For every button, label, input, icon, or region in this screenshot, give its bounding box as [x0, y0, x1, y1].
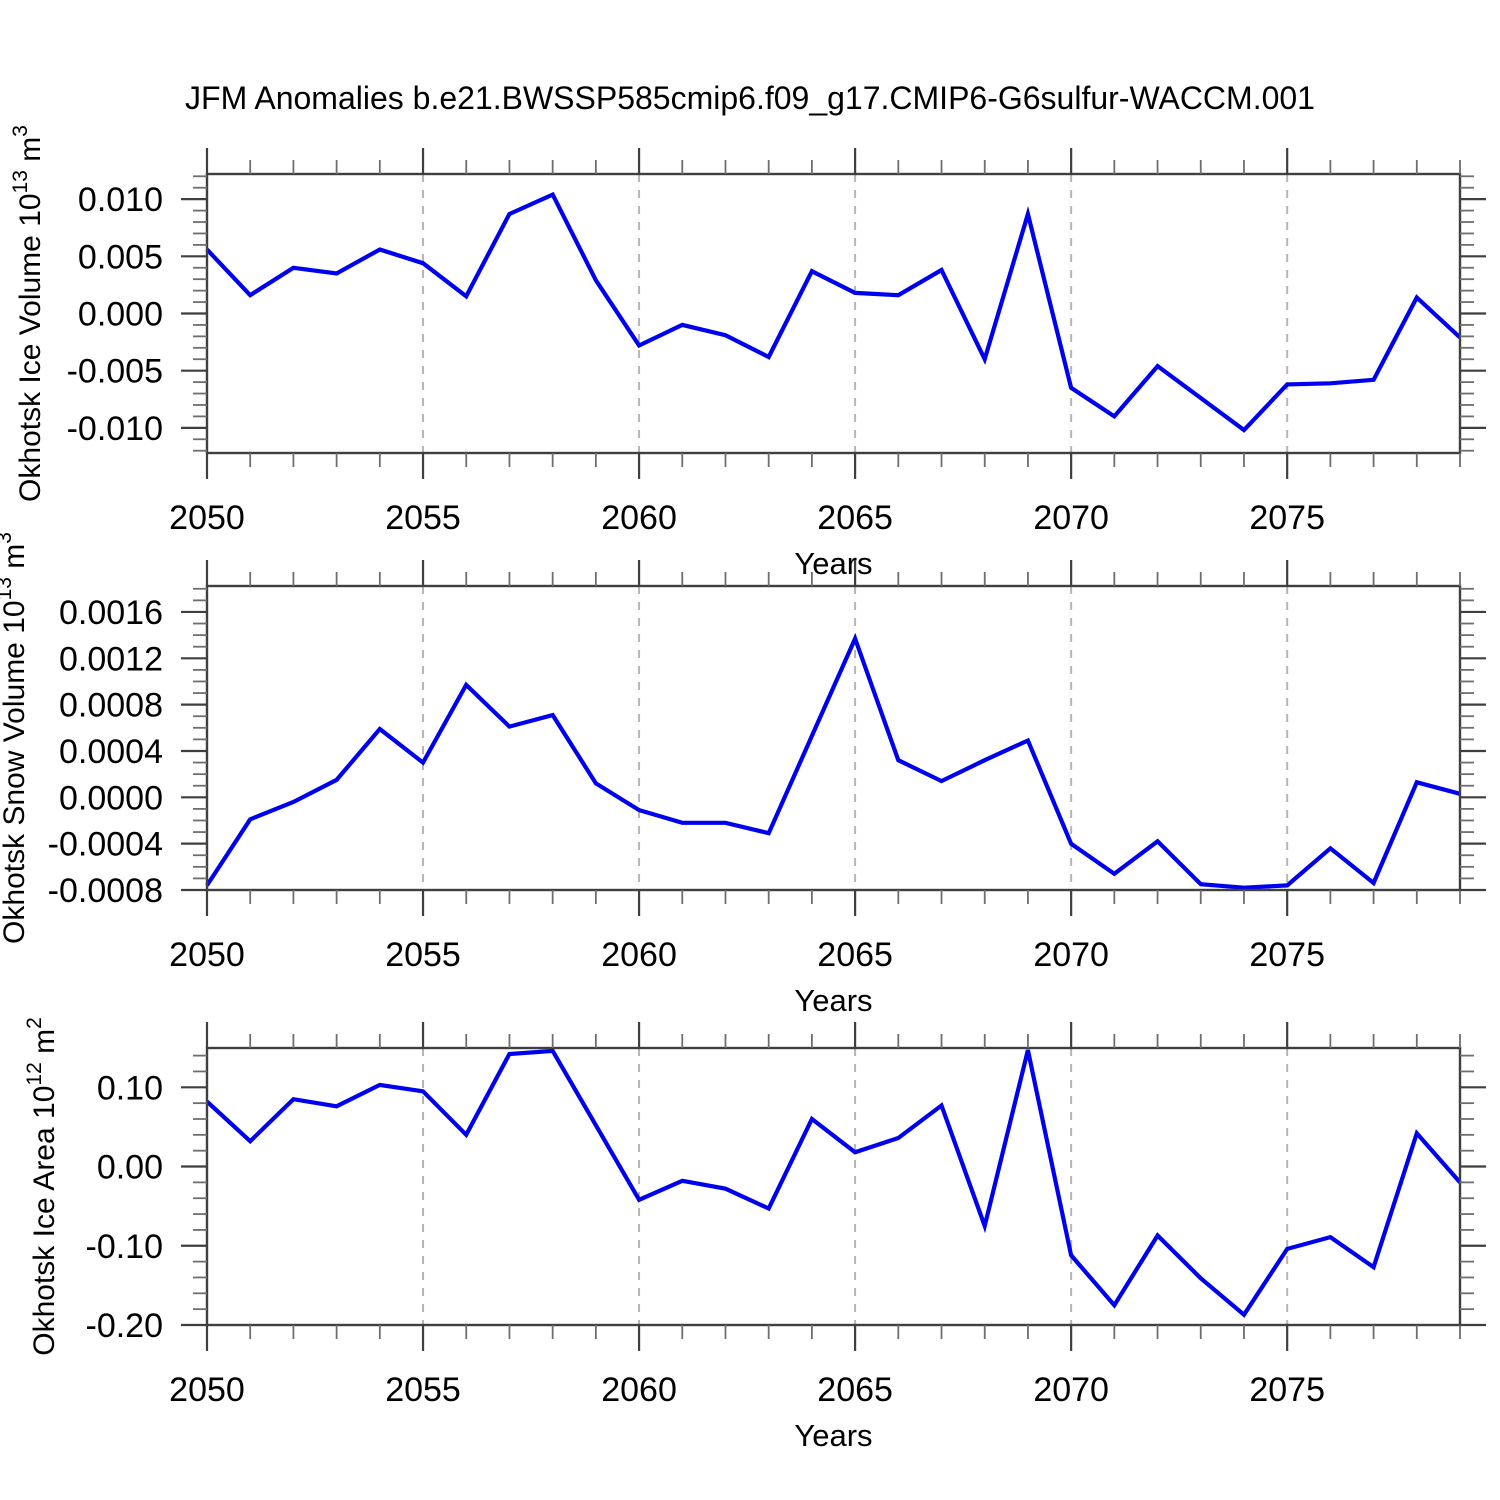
y-tick-label--0.10: -0.10: [86, 1228, 164, 1266]
x-ticks: [205, 560, 1461, 916]
x-tick-label-2060: 2060: [601, 1371, 677, 1409]
x-tick-label-2055: 2055: [385, 499, 461, 537]
y-axis-title-superscript: 3: [0, 532, 16, 544]
y-axis-title-segment: m: [14, 137, 47, 170]
y-tick-label--0.005: -0.005: [67, 353, 163, 391]
okhotsk-snow-volume-line: [205, 632, 1461, 890]
figure-title: JFM Anomalies b.e21.BWSSP585cmip6.f09_g1…: [185, 80, 1315, 116]
y-tick-label-0.0008: 0.0008: [59, 687, 163, 725]
y-axis-title-segment: m: [0, 544, 31, 577]
x-tick-label-2070: 2070: [1033, 936, 1109, 974]
x-tick-label-2075: 2075: [1249, 499, 1325, 537]
x-tick-label-2055: 2055: [385, 936, 461, 974]
x-ticks: [205, 148, 1461, 479]
x-tick-label-2065: 2065: [817, 499, 893, 537]
y-ticks: [181, 1054, 1486, 1327]
y-axis-title: Okhotsk Ice Area 1012 m2: [23, 1017, 61, 1356]
x-ticks: [205, 1022, 1461, 1351]
x-tick-label-2055: 2055: [385, 1371, 461, 1409]
y-axis-title-segment: Okhotsk Ice Area 10: [28, 1086, 61, 1356]
y-tick-label-0.005: 0.005: [78, 238, 163, 276]
x-tick-label-2075: 2075: [1249, 1371, 1325, 1409]
x-tick-label-2050: 2050: [169, 499, 245, 537]
x-tick-label-2060: 2060: [601, 936, 677, 974]
y-tick-label-0.010: 0.010: [78, 181, 163, 219]
y-tick-label-0.10: 0.10: [97, 1069, 163, 1107]
y-axis-title-superscript: 2: [23, 1017, 46, 1029]
y-tick-label--0.010: -0.010: [67, 410, 163, 448]
x-axis-title: Years: [794, 1418, 872, 1453]
x-axis-title: Years: [794, 546, 872, 581]
y-tick-label--0.0004: -0.0004: [48, 826, 163, 864]
x-tick-label-2050: 2050: [169, 936, 245, 974]
x-tick-label-2050: 2050: [169, 1371, 245, 1409]
panel-okhotsk-snow-volume: 0.0016 0.0012 0.0008 0.0004 0.0000 -0.0004 -0.…: [0, 532, 1486, 1018]
x-tick-label-2060: 2060: [601, 499, 677, 537]
plot-frame: [205, 172, 1462, 455]
plot-frame: [205, 1046, 1462, 1327]
y-tick-label-0.0000: 0.0000: [59, 779, 163, 817]
okhotsk-ice-volume-line: [205, 191, 1462, 433]
y-axis-title-segment: Okhotsk Ice Volume 10: [14, 193, 47, 502]
x-tick-label-2065: 2065: [817, 936, 893, 974]
y-tick-label--0.0008: -0.0008: [48, 872, 163, 910]
y-tick-label-0.00: 0.00: [97, 1149, 163, 1187]
y-tick-label-0.000: 0.000: [78, 296, 163, 334]
y-tick-label-0.0012: 0.0012: [59, 640, 163, 678]
y-axis-title: Okhotsk Ice Volume 1013 m3: [9, 125, 47, 502]
y-ticks: [181, 587, 1486, 892]
x-axis-title: Years: [794, 983, 872, 1018]
y-axis-title: Okhotsk Snow Volume 1013 m3: [0, 532, 31, 944]
x-tick-label-2075: 2075: [1249, 936, 1325, 974]
y-tick-label--0.20: -0.20: [86, 1307, 164, 1345]
panel-okhotsk-ice-volume: 0.010 0.005 0.000 -0.005 -0.010 2050 2055 2060 2…: [9, 125, 1486, 581]
y-ticks: [181, 175, 1486, 452]
y-tick-label-0.0016: 0.0016: [59, 594, 163, 632]
y-axis-title-segment: m: [28, 1029, 61, 1062]
y-axis-title-superscript: 3: [9, 125, 32, 137]
y-tick-label-0.0004: 0.0004: [59, 733, 163, 771]
y-axis-title-superscript: 13: [9, 170, 32, 193]
okhotsk-ice-area-line: [205, 1048, 1462, 1318]
y-axis-title-superscript: 13: [0, 577, 16, 600]
x-tick-label-2065: 2065: [817, 1371, 893, 1409]
y-axis-title-segment: Okhotsk Snow Volume 10: [0, 600, 31, 944]
plot-frame: [205, 584, 1462, 892]
y-axis-title-superscript: 12: [23, 1062, 46, 1085]
x-tick-label-2070: 2070: [1033, 1371, 1109, 1409]
x-tick-label-2070: 2070: [1033, 499, 1109, 537]
